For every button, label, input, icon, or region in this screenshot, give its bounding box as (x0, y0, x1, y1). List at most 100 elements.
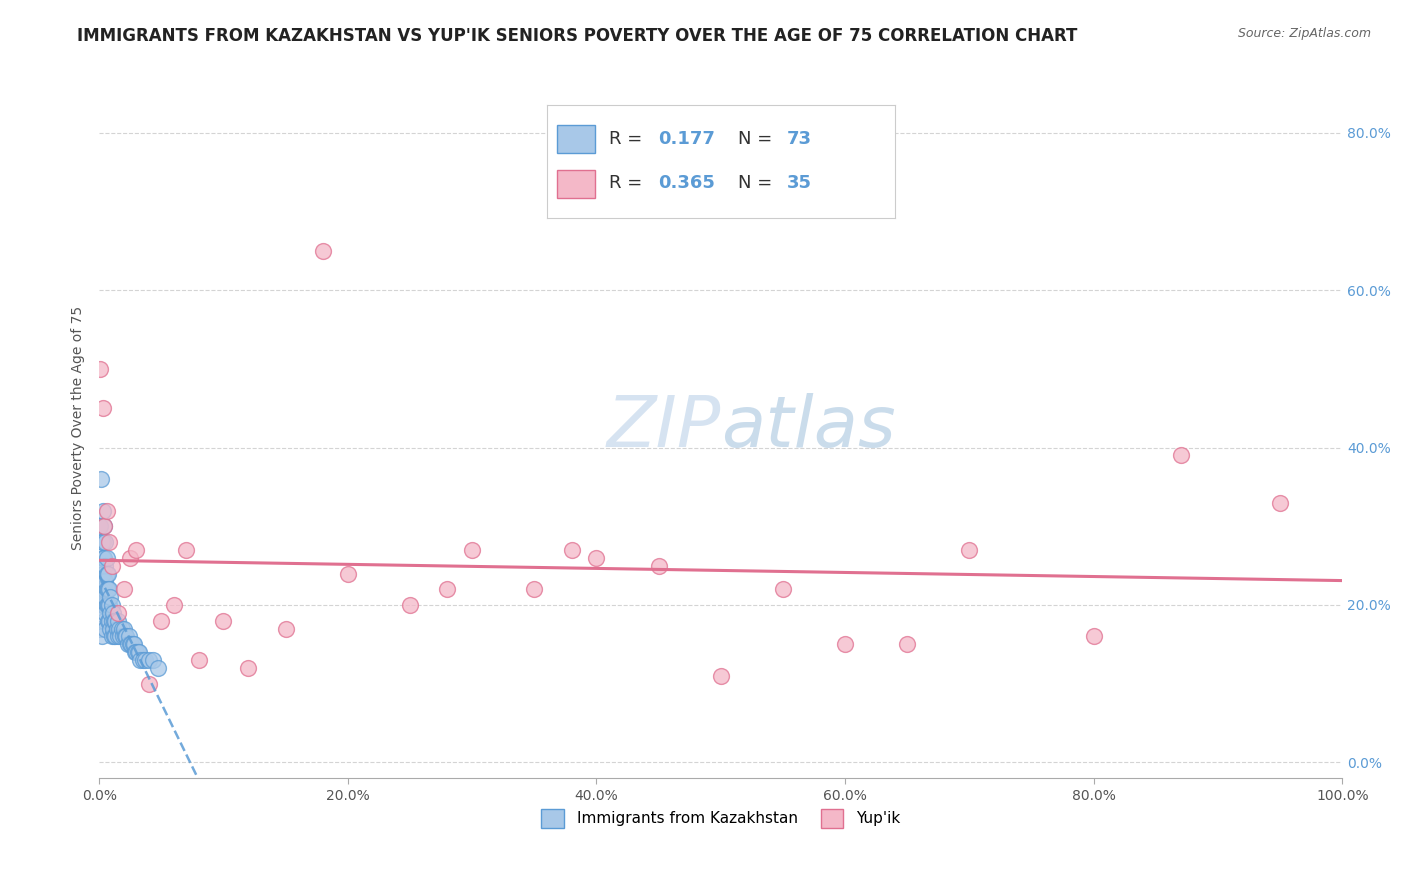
Point (103, 630, 125, 644)
Point (98, 614, 121, 628)
Point (98, 535, 121, 549)
Point (312, 244, 335, 258)
Point (1083, 630, 1105, 644)
Point (98, 622, 121, 636)
Point (127, 645, 149, 659)
Point (98, 606, 121, 620)
Point (103, 614, 125, 628)
Point (238, 661, 260, 675)
Point (436, 582, 458, 597)
Point (100, 614, 122, 628)
Point (105, 622, 128, 636)
Point (100, 630, 122, 644)
Point (101, 622, 124, 636)
Point (97, 598, 120, 612)
Point (96, 503, 118, 517)
Text: atlas: atlas (721, 393, 896, 462)
Point (115, 630, 138, 644)
Point (89, 622, 111, 636)
Point (174, 542, 197, 557)
Point (120, 637, 142, 651)
Text: IMMIGRANTS FROM KAZAKHSTAN VS YUP'IK SENIORS POVERTY OVER THE AGE OF 75 CORRELAT: IMMIGRANTS FROM KAZAKHSTAN VS YUP'IK SEN… (77, 27, 1078, 45)
Point (120, 550, 142, 565)
Point (98, 582, 121, 597)
Point (274, 622, 297, 636)
Point (111, 630, 134, 644)
Point (94, 606, 117, 620)
Point (91, 401, 114, 416)
Point (129, 653, 152, 667)
Point (97, 566, 120, 581)
Point (117, 637, 139, 651)
Point (96, 566, 118, 581)
Point (90, 598, 112, 612)
Point (125, 645, 148, 659)
Point (125, 542, 148, 557)
Point (647, 558, 669, 573)
Point (560, 542, 582, 557)
Legend: Immigrants from Kazakhstan, Yup'ik: Immigrants from Kazakhstan, Yup'ik (536, 803, 905, 834)
Point (118, 630, 141, 644)
Point (110, 622, 132, 636)
Point (957, 542, 980, 557)
Point (89, 519, 111, 533)
Point (93, 519, 115, 533)
Point (93, 550, 115, 565)
Point (104, 630, 127, 644)
Point (94, 622, 117, 636)
Point (90, 472, 112, 486)
Point (90, 558, 112, 573)
Point (93, 582, 115, 597)
Point (93, 519, 115, 533)
Point (134, 653, 156, 667)
Point (523, 582, 546, 597)
Point (100, 558, 122, 573)
Point (98, 598, 121, 612)
Point (91, 503, 114, 517)
Point (336, 566, 359, 581)
Point (114, 630, 136, 644)
Point (120, 637, 142, 651)
Point (91, 535, 114, 549)
Point (93, 598, 115, 612)
Point (110, 630, 132, 644)
Point (150, 614, 173, 628)
Point (212, 614, 235, 628)
Point (121, 637, 143, 651)
Point (104, 614, 127, 628)
Point (107, 606, 129, 620)
Point (124, 645, 146, 659)
Text: Source: ZipAtlas.com: Source: ZipAtlas.com (1237, 27, 1371, 40)
Point (90, 630, 112, 644)
Point (461, 542, 484, 557)
Point (91, 566, 114, 581)
Point (96, 550, 118, 565)
Point (94, 535, 117, 549)
Point (710, 669, 733, 683)
Point (97, 614, 120, 628)
Point (1268, 495, 1291, 509)
Point (91, 550, 114, 565)
Y-axis label: Seniors Poverty Over the Age of 75: Seniors Poverty Over the Age of 75 (72, 306, 86, 549)
Point (101, 606, 124, 620)
Point (107, 614, 129, 628)
Point (128, 645, 150, 659)
Point (96, 582, 118, 597)
Point (131, 653, 153, 667)
Point (89, 361, 111, 376)
Point (163, 598, 186, 612)
Point (896, 637, 918, 651)
Point (146, 661, 169, 675)
Point (187, 653, 209, 667)
Point (94, 574, 117, 589)
Point (585, 550, 607, 565)
Point (138, 677, 160, 691)
Point (399, 598, 422, 612)
Point (108, 622, 131, 636)
Point (112, 622, 135, 636)
Point (142, 653, 165, 667)
Point (97, 582, 120, 597)
Point (98, 590, 121, 604)
Point (94, 590, 117, 604)
Point (91, 535, 114, 549)
